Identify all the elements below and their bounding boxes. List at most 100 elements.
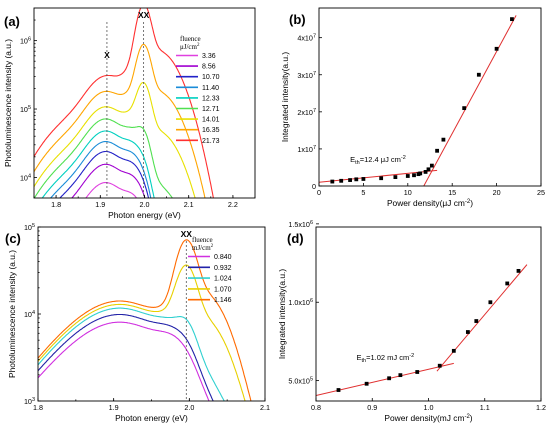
x-tick-label: 1.8 (33, 403, 43, 412)
x-tick-label: 2.0 (184, 403, 194, 412)
peak-annotation: XX (138, 10, 150, 20)
peak-annotation: X (104, 50, 110, 60)
panel-b: (b) 0 5 10 15 20 25 0 1x107 2x107 3x107 4x107 Eth=12… (280, 7, 545, 208)
fit-lines (316, 264, 528, 397)
threshold-label: Eth=1.02 mJ cm-2 (357, 353, 415, 364)
y-tick-label: 4x107 (297, 34, 316, 43)
spectrum-line-1.070 (38, 264, 246, 401)
x-tick-label: 2.1 (260, 403, 270, 412)
y-tick-label: 103 (24, 397, 35, 406)
y-axis-label: Photoluminescence intensity (a.u.) (3, 39, 13, 167)
x-tick-label: 2.2 (228, 200, 238, 209)
fit-lines (319, 15, 517, 186)
x-tick-label: 1.8 (51, 200, 61, 209)
spectrum-line-14.01 (34, 81, 196, 198)
data-point (510, 17, 514, 22)
legend-label-12.33: 12.33 (202, 95, 220, 102)
x-axis-label: Power density(mJ cm-2) (384, 413, 472, 423)
legend-label-1.024: 1.024 (214, 276, 232, 283)
data-point (451, 348, 456, 353)
fit-line-above-threshold (423, 15, 517, 186)
data-point (405, 174, 410, 178)
legend-label-11.40: 11.40 (202, 85, 219, 92)
data-point (339, 178, 344, 183)
legend-label-0.932: 0.932 (214, 265, 232, 272)
spectrum-line-16.35 (34, 43, 206, 198)
y-tick-label: 5.0x105 (288, 377, 313, 386)
spectrum-line-12.33 (41, 130, 155, 198)
legend-label-14.01: 14.01 (202, 117, 220, 124)
data-point (441, 137, 446, 142)
x-tick-label: 15 (448, 188, 456, 197)
data-point (361, 177, 366, 181)
x-tick-label: 2.1 (184, 200, 194, 209)
panel-label: (c) (5, 231, 21, 246)
legend-units: μJ/cm2 (180, 43, 200, 51)
legend-label-8.56: 8.56 (202, 64, 216, 71)
spectrum-line-11.40 (49, 141, 152, 198)
y-tick-label: 1.5x106 (288, 220, 313, 229)
legend-label-16.35: 16.35 (202, 127, 220, 134)
data-point (387, 376, 392, 381)
x-axis-label: Power density(μJ cm-2) (387, 198, 473, 208)
fit-line-above-threshold (436, 264, 528, 372)
data-point (354, 177, 359, 182)
legend-label-0.840: 0.840 (214, 254, 232, 261)
spectrum-line-0.932 (38, 313, 214, 401)
data-point (437, 363, 442, 368)
data-point (488, 300, 493, 305)
legend-label-12.71: 12.71 (202, 106, 220, 113)
y-axis-label: Photoluminescence intensity (a.u.) (7, 250, 17, 378)
y-tick-label: 104 (20, 173, 31, 182)
data-point (415, 370, 420, 374)
data-point (476, 72, 481, 77)
data-point (516, 268, 521, 273)
x-axis-label: Photon energy (eV) (115, 413, 188, 423)
x-tick-label: 1.0 (424, 403, 434, 412)
legend-label-3.36: 3.36 (202, 53, 216, 60)
x-tick-label: 10 (404, 188, 412, 197)
data-point (393, 175, 398, 179)
legend-label-21.73: 21.73 (202, 138, 220, 145)
spectrum-line-10.70 (59, 150, 150, 198)
y-tick-label: 2x107 (297, 108, 316, 117)
data-point (364, 381, 369, 386)
spectra-curves (34, 8, 214, 198)
threshold-label: Eth=12.4 μJ cm-2 (350, 155, 406, 166)
data-point (426, 167, 431, 172)
plot-frame (315, 226, 542, 402)
x-tick-label: 0.8 (311, 403, 321, 412)
panel-c: (c) XX 1.8 1.9 2.0 2.1 103 104 105 Photon energy … (5, 223, 270, 423)
data-point (429, 163, 434, 168)
data-point (348, 178, 352, 182)
legend-units: mJ/cm2 (192, 244, 214, 252)
data-point (423, 170, 428, 174)
panel-label: (a) (4, 14, 20, 29)
data-point (412, 173, 416, 178)
y-tick-label: 105 (24, 223, 35, 232)
spectrum-line-21.73 (34, 8, 214, 198)
spectrum-line-1.146 (38, 239, 252, 401)
data-point (462, 106, 467, 111)
x-tick-label: 1.9 (95, 200, 105, 209)
legend-label-1.146: 1.146 (214, 297, 232, 304)
y-tick-label: 104 (24, 310, 35, 319)
x-tick-label: 5 (361, 188, 365, 197)
spectra-curves (38, 239, 252, 401)
data-point (398, 373, 403, 378)
data-point (330, 179, 335, 184)
legend-title: fluence (180, 35, 201, 43)
spectrum-line-0.840 (38, 321, 210, 401)
x-tick-label: 20 (493, 188, 501, 197)
y-tick-label: 1.0x106 (288, 298, 313, 307)
spectrum-line-1.024 (38, 307, 225, 401)
y-tick-label: 106 (20, 37, 31, 46)
panel-label: (d) (287, 231, 304, 246)
panel-d: (d) 0.8 0.9 1.0 1.1 1.2 5.0x105 1.0x106 1.5x106 E… (277, 220, 546, 423)
panel-label: (b) (289, 12, 306, 27)
legend-title: fluence (192, 236, 213, 244)
y-tick-label: 105 (20, 105, 31, 114)
x-tick-label: 0.9 (367, 403, 377, 412)
data-point (379, 176, 384, 181)
